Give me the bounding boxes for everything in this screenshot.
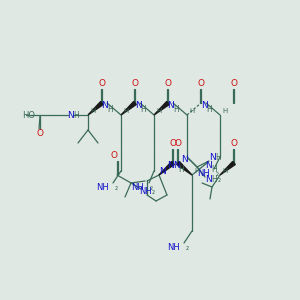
Text: N: N [206,176,212,184]
Text: O: O [98,79,106,88]
Text: NH: NH [167,242,180,251]
Text: H: H [222,168,228,174]
Text: N: N [210,152,216,161]
Text: H: H [140,104,146,113]
Text: O: O [110,151,118,160]
Text: O: O [230,79,238,88]
Text: H: H [90,108,96,114]
Text: H: H [73,110,79,119]
Text: O: O [197,79,205,88]
Text: H: H [178,164,184,173]
Text: H: H [215,152,221,161]
Text: ₂: ₂ [114,182,118,191]
Text: NH: NH [139,187,152,196]
Text: N: N [135,100,141,109]
Polygon shape [177,161,192,175]
Text: H: H [194,168,200,174]
Text: ₂: ₂ [152,187,154,196]
Text: N: N [181,154,188,164]
Polygon shape [121,101,136,115]
Text: N: N [102,100,108,109]
Text: O: O [230,139,238,148]
Text: H: H [107,104,113,113]
Text: O: O [169,139,176,148]
Text: H: H [222,108,228,114]
Text: N: N [160,167,167,176]
Polygon shape [154,101,169,115]
Text: H: H [211,176,217,184]
Text: H: H [189,108,195,114]
Text: N: N [206,160,212,169]
Text: H: H [173,104,179,113]
Polygon shape [88,101,103,115]
Text: NH: NH [131,182,144,191]
Text: ₂: ₂ [218,176,220,184]
Text: N: N [172,160,179,169]
Text: H: H [211,164,217,173]
Text: ₂: ₂ [149,182,153,191]
Text: O: O [131,79,139,88]
Text: ₂: ₂ [215,169,219,178]
Text: HO: HO [22,110,35,119]
Text: NH: NH [197,169,210,178]
Text: H: H [206,104,212,113]
Text: O: O [164,79,172,88]
Text: H: H [123,108,129,114]
Polygon shape [220,161,235,175]
Text: O: O [37,130,44,139]
Text: ₂: ₂ [185,242,189,251]
Text: N: N [167,160,173,169]
Text: H: H [156,108,162,114]
Text: N: N [67,110,73,119]
Text: N: N [168,100,174,109]
Text: NH: NH [96,182,109,191]
Text: N: N [201,100,207,109]
Polygon shape [159,161,174,175]
Text: O: O [175,139,182,148]
